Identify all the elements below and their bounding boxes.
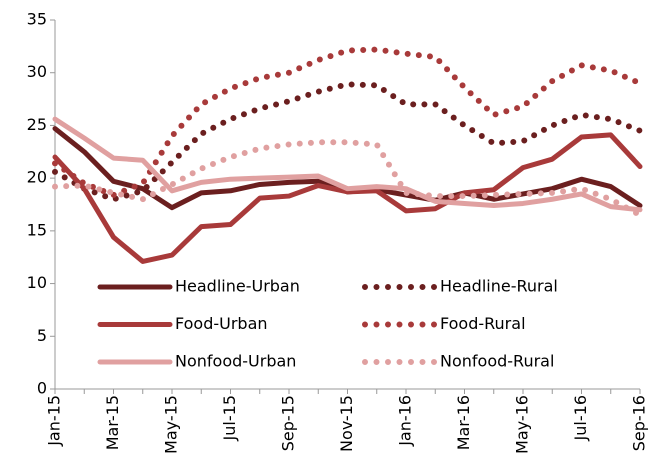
- x-tick-label: Nov-15: [337, 395, 356, 452]
- y-tick-label: 30: [27, 62, 47, 81]
- x-tick-label: Jan-15: [45, 395, 64, 447]
- series-line: [52, 139, 643, 219]
- y-tick-label: 15: [27, 220, 47, 239]
- legend-label: Headline-Rural: [440, 277, 558, 296]
- legend-label: Nonfood-Rural: [440, 352, 554, 371]
- series-line: [52, 132, 643, 264]
- y-tick-label: 5: [37, 326, 47, 345]
- y-tick-label: 25: [27, 115, 47, 134]
- x-tick-label: Jul-16: [571, 395, 590, 441]
- series-line: [52, 46, 643, 199]
- x-tick-label: Sep-16: [630, 395, 649, 451]
- x-tick-label: Jan-16: [396, 395, 415, 447]
- legend-label: Food-Urban: [175, 314, 268, 333]
- series-line: [52, 81, 643, 203]
- x-tick-label: Jul-15: [220, 395, 239, 441]
- y-tick-label: 0: [37, 379, 47, 398]
- y-tick-label: 10: [27, 273, 47, 292]
- y-tick-label: 20: [27, 168, 47, 187]
- series-line: [52, 116, 643, 213]
- legend-label: Headline-Urban: [175, 277, 300, 296]
- legend-label: Nonfood-Urban: [175, 352, 296, 371]
- x-tick-label: May-15: [162, 395, 181, 454]
- x-tick-label: Mar-15: [103, 395, 122, 450]
- x-tick-label: Mar-16: [454, 395, 473, 450]
- y-tick-label: 35: [27, 10, 47, 29]
- x-tick-label: Sep-15: [279, 395, 298, 451]
- x-tick-label: May-16: [513, 395, 532, 454]
- legend-label: Food-Rural: [440, 314, 526, 333]
